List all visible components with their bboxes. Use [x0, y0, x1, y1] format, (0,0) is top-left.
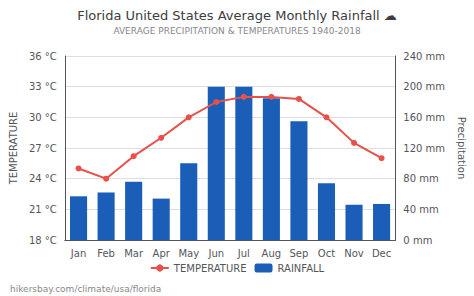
svg-text:TEMPERATURE: TEMPERATURE	[173, 263, 247, 274]
svg-text:120 mm: 120 mm	[403, 143, 445, 154]
svg-text:24 °C: 24 °C	[29, 173, 57, 184]
svg-text:Dec: Dec	[372, 248, 391, 259]
svg-text:Feb: Feb	[97, 248, 115, 259]
svg-text:Aug: Aug	[262, 248, 282, 259]
svg-text:Sep: Sep	[290, 248, 309, 259]
svg-text:Florida United States Average: Florida United States Average Monthly Ra…	[77, 8, 397, 23]
svg-text:36 °C: 36 °C	[29, 51, 57, 62]
svg-text:Oct: Oct	[318, 248, 335, 259]
svg-text:AVERAGE PRECIPITATION & TEMPER: AVERAGE PRECIPITATION & TEMPERATURES 194…	[113, 26, 361, 36]
svg-text:21 °C: 21 °C	[29, 204, 57, 215]
svg-text:40 mm: 40 mm	[403, 204, 438, 215]
svg-text:240 mm: 240 mm	[403, 51, 445, 62]
svg-text:TEMPERATURE: TEMPERATURE	[8, 112, 19, 186]
svg-text:80 mm: 80 mm	[403, 173, 438, 184]
svg-text:18 °C: 18 °C	[29, 235, 57, 246]
svg-text:RAINFALL: RAINFALL	[278, 263, 325, 274]
svg-text:160 mm: 160 mm	[403, 112, 445, 123]
svg-text:May: May	[178, 248, 199, 259]
svg-text:Apr: Apr	[153, 248, 171, 259]
svg-text:Jun: Jun	[207, 248, 224, 259]
svg-text:hikersbay.com/climate/usa/flor: hikersbay.com/climate/usa/florida	[10, 284, 161, 294]
svg-text:Mar: Mar	[124, 248, 144, 259]
svg-text:Jul: Jul	[237, 248, 250, 259]
svg-text:0 mm: 0 mm	[403, 235, 432, 246]
svg-text:33 °C: 33 °C	[29, 81, 57, 92]
svg-text:Precipitation: Precipitation	[456, 117, 467, 180]
svg-text:Nov: Nov	[344, 248, 364, 259]
svg-text:30 °C: 30 °C	[29, 112, 57, 123]
svg-text:200 mm: 200 mm	[403, 81, 445, 92]
svg-text:Jan: Jan	[70, 248, 86, 259]
svg-text:27 °C: 27 °C	[29, 143, 57, 154]
